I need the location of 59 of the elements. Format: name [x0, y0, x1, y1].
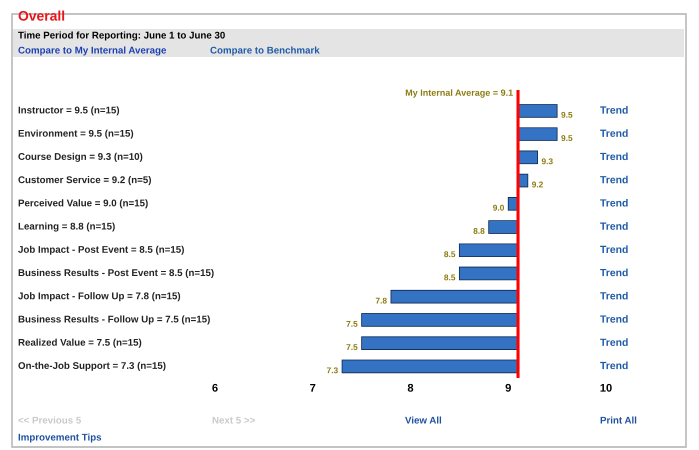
data-label: 8.5	[444, 251, 456, 258]
annotation: Trend	[600, 362, 628, 370]
annotation: Trend	[600, 315, 628, 323]
text: Overall	[18, 10, 64, 21]
data-label: 8.5	[444, 274, 456, 280]
bar	[518, 127, 558, 141]
bar	[361, 336, 518, 350]
annotation: Trend	[600, 338, 628, 346]
bar	[390, 290, 518, 304]
x-tick-label: 8	[408, 384, 414, 392]
y-tick-label: Business Results - Follow Up = 7.5 (n=15)	[18, 315, 210, 324]
data-label: 9.0	[493, 204, 504, 211]
y-tick-label: Realized Value = 7.5 (n=15)	[18, 338, 142, 348]
y-tick-label: Perceived Value = 9.0 (n=15)	[18, 199, 148, 208]
data-label: 7.5	[346, 321, 358, 327]
data-label: 7.8	[376, 298, 387, 304]
bar	[458, 243, 518, 258]
x-tick-label: 6	[212, 384, 218, 392]
text: Time Period for Reporting: June 1 to June 30	[18, 31, 225, 41]
data-label: 7.5	[346, 344, 358, 350]
y-tick-label: Learning = 8.8 (n=15)	[18, 222, 115, 232]
text: View All	[405, 416, 442, 424]
text: Compare to Benchmark	[210, 46, 320, 56]
bar	[518, 104, 558, 118]
data-label: 8.8	[473, 228, 485, 234]
annotation: Trend	[600, 198, 628, 207]
y-tick-label: Job Impact - Follow Up = 7.8 (n=15)	[18, 292, 180, 302]
annotation: Trend	[600, 245, 628, 254]
bar	[458, 266, 518, 280]
y-tick-label: Business Results - Post Event = 8.5 (n=15)	[18, 268, 214, 278]
data-label: 9.2	[532, 182, 543, 188]
annotation: Trend	[600, 129, 628, 137]
y-tick-label: Course Design = 9.3 (n=10)	[18, 152, 142, 162]
bar	[361, 313, 518, 327]
annotation: Trend	[600, 222, 628, 230]
data-label: 9.3	[542, 158, 553, 164]
y-tick-label: Job Impact - Post Event = 8.5 (n=15)	[18, 246, 184, 255]
y-tick-label: Customer Service = 9.2 (n=5)	[18, 176, 151, 186]
text: Compare to My Internal Average	[18, 46, 166, 56]
data-label: 7.3	[326, 367, 338, 374]
ref-line-label: My Internal Average = 9.1	[406, 89, 513, 98]
text: Improvement Tips	[18, 433, 102, 443]
text: Print All	[600, 416, 636, 424]
bar	[488, 220, 518, 234]
data-label: 9.5	[561, 112, 572, 118]
y-tick-label: Instructor = 9.5 (n=15)	[18, 106, 120, 116]
bar	[518, 150, 538, 164]
x-tick-label: 7	[310, 384, 316, 392]
x-tick-label: 10	[600, 384, 612, 392]
annotation: Trend	[600, 176, 628, 184]
annotation: Trend	[600, 106, 628, 114]
y-tick-label: On-the-Job Support = 7.3 (n=15)	[18, 362, 166, 371]
x-tick-label: 9	[506, 384, 511, 392]
annotation: Trend	[600, 292, 628, 300]
y-tick-label: Environment = 9.5 (n=15)	[18, 130, 134, 139]
annotation: Trend	[600, 152, 628, 160]
bar	[342, 360, 518, 374]
annotation: Trend	[600, 268, 628, 276]
data-label: 9.5	[561, 135, 572, 142]
